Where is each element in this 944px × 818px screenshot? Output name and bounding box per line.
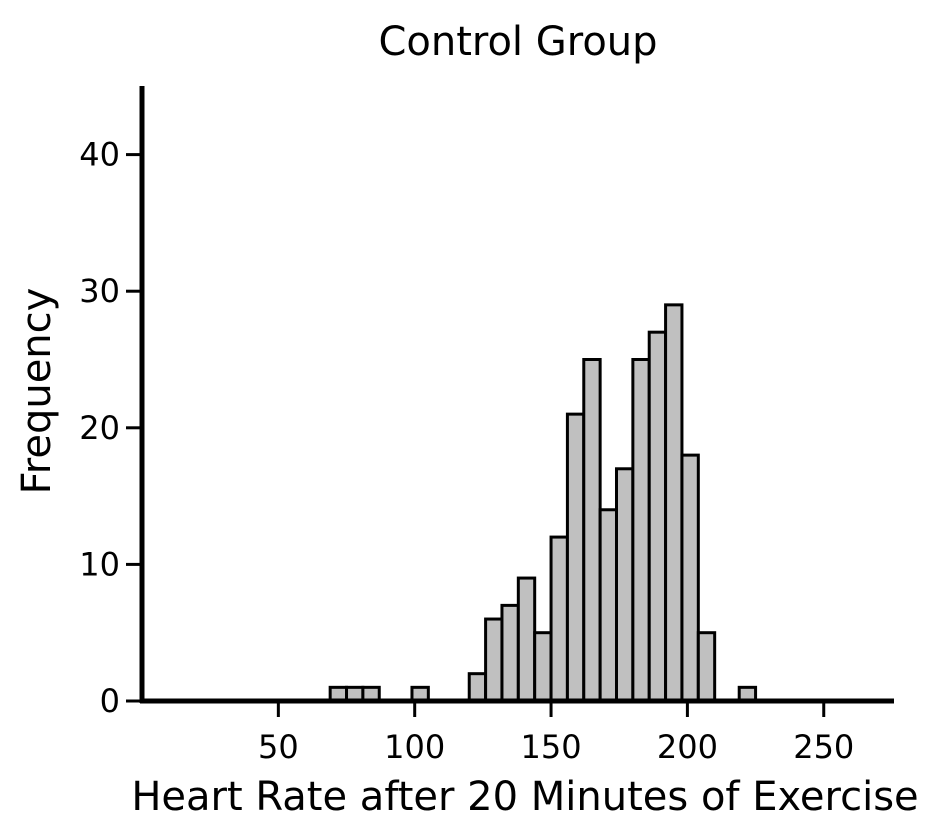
y-tick-label-30: 30 [79,272,120,310]
histogram-bar-186 [647,330,668,703]
histogram-bar-162 [582,358,602,703]
histogram-bar-168 [598,508,618,703]
histogram-bar-132 [500,603,520,703]
x-tick-label-250: 250 [793,728,854,766]
y-tick-label-0: 0 [100,682,120,720]
y-tick-label-20: 20 [79,409,120,447]
x-axis-label: Heart Rate after 20 Minutes of Exercise [131,774,918,818]
chart-title: Control Group [378,19,657,65]
x-ticks-group: 50 100 150 200 250 [258,701,854,766]
histogram-bar-180 [631,358,651,703]
x-tick-label-200: 200 [657,728,718,766]
y-tick-label-40: 40 [79,136,120,174]
histogram-bar-174 [614,467,635,703]
y-axis-label: Frequency [14,288,60,495]
y-ticks-group: 0 10 20 30 40 [79,136,142,720]
x-tick-label-100: 100 [384,728,445,766]
histogram-bar-126 [484,617,504,703]
bars-group [328,303,758,703]
y-tick-label-10: 10 [79,545,120,583]
histogram-bar-138 [516,576,537,703]
x-tick-label-50: 50 [258,728,299,766]
x-tick-label-150: 150 [521,728,582,766]
histogram-bar-150 [549,535,569,703]
histogram-bar-156 [565,412,586,703]
histogram-bar-198 [680,453,700,703]
histogram-bar-144 [533,631,553,703]
histogram-bar-192 [664,303,684,703]
histogram-bar-120 [467,672,488,703]
histogram-bar-204 [696,631,717,703]
